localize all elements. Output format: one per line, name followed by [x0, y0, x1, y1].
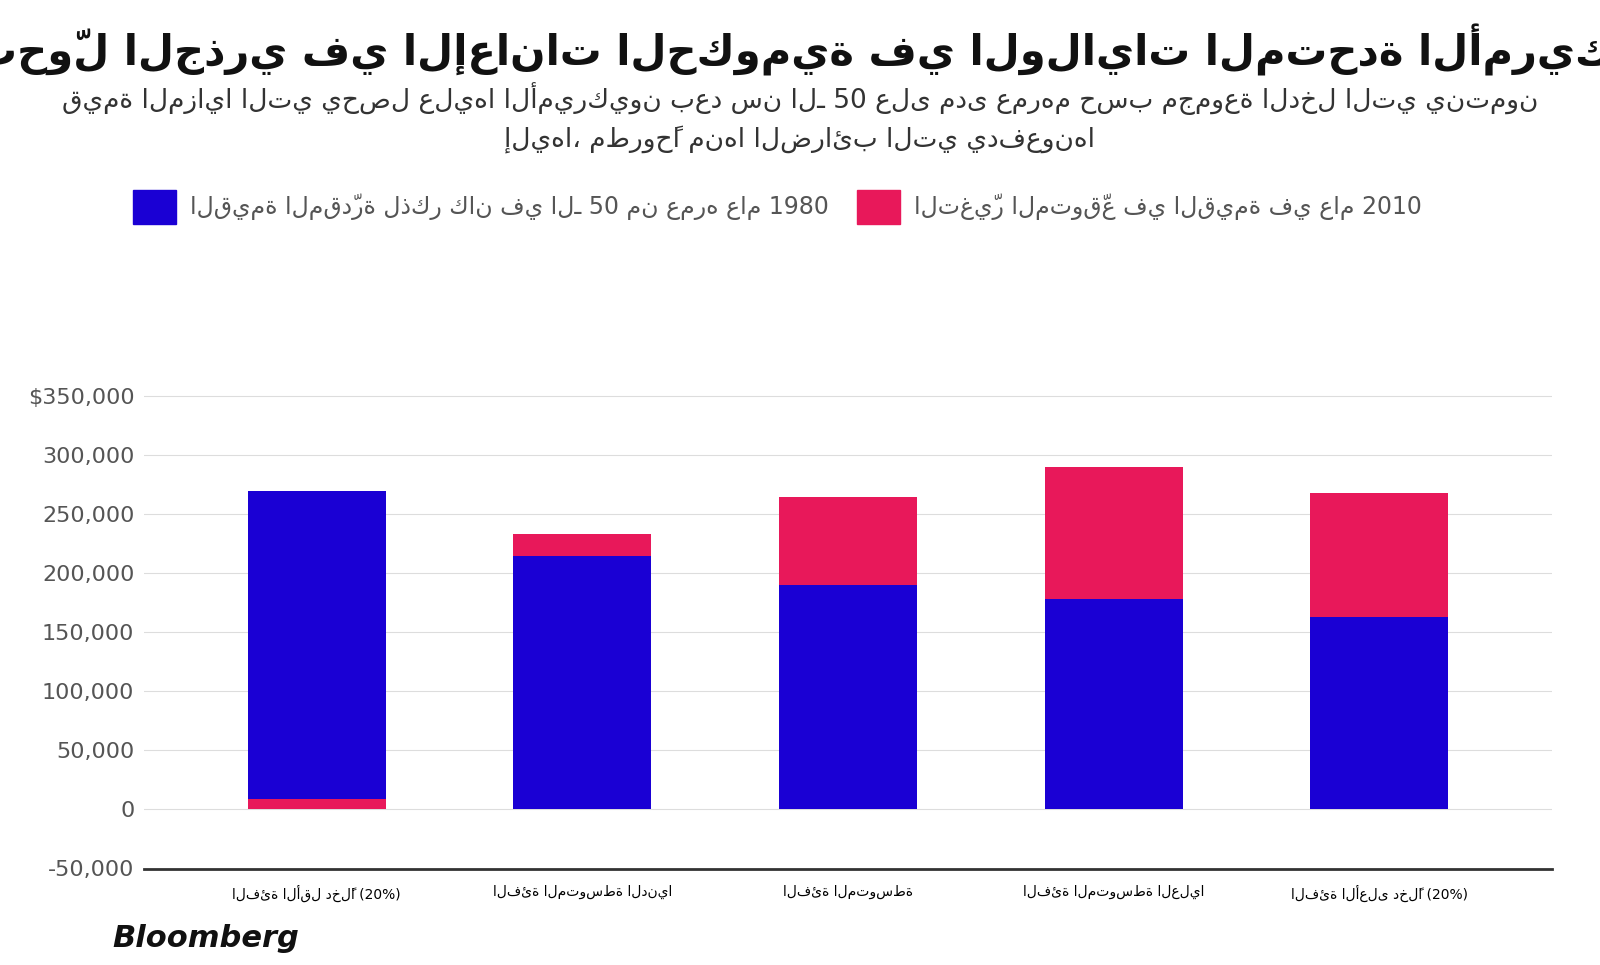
Bar [779, 585, 917, 810]
Bar [1045, 599, 1182, 810]
Bar [1310, 617, 1448, 810]
Text: إليها، مطروحًا منها الضرائب التي يدفعونها: إليها، مطروحًا منها الضرائب التي يدفعونه… [504, 125, 1096, 153]
Bar [779, 497, 917, 585]
Bar [514, 535, 651, 556]
Bar [1045, 467, 1182, 599]
Bar [514, 556, 651, 810]
Text: قيمة المزايا التي يحصل عليها الأميركيون بعد سن الـ 50 على مدى عمرهم حسب مجموعة ا: قيمة المزايا التي يحصل عليها الأميركيون … [62, 82, 1538, 115]
Legend: القيمة المقدّرة لذكر كان في الـ 50 من عمره عام 1980, التغيّر المتوقّع في القيمة : القيمة المقدّرة لذكر كان في الـ 50 من عم… [123, 180, 1430, 233]
Text: التحوّل الجذري في الإعانات الحكومية في الولايات المتحدة الأمريكية: التحوّل الجذري في الإعانات الحكومية في ا… [0, 24, 1600, 76]
Text: Bloomberg: Bloomberg [112, 924, 299, 953]
Bar [248, 490, 386, 810]
Bar [248, 799, 386, 810]
Bar [1310, 493, 1448, 617]
